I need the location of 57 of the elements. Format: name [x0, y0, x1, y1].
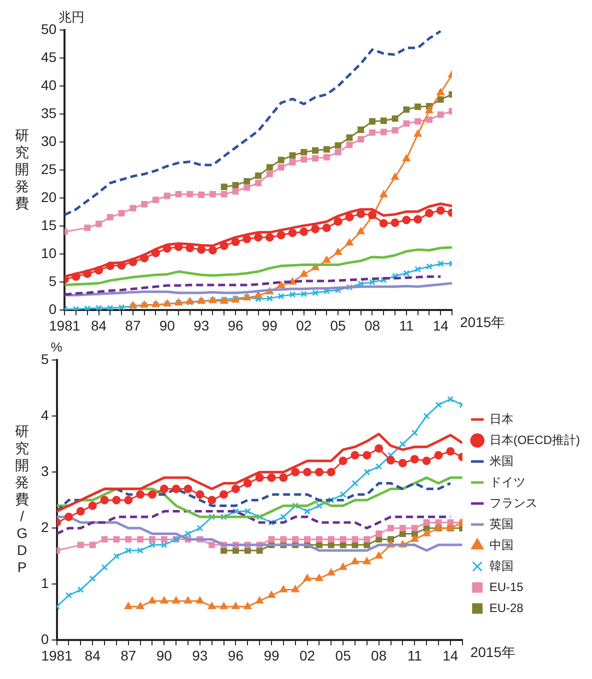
x-tick-label: 11: [407, 647, 422, 664]
x-tick-label: 99: [264, 647, 280, 664]
x-tick-label: 93: [194, 317, 210, 334]
y-tick-label: 20: [40, 188, 57, 205]
x-axis-title: 2015年: [470, 644, 516, 660]
y-tick-label: 2: [40, 518, 49, 535]
legend-label: フランス: [489, 496, 538, 510]
legend-label: EU-28: [489, 600, 524, 615]
y-tick-label: 1: [40, 575, 49, 592]
x-tick-label: 96: [228, 317, 244, 334]
y-tick-label: 45: [40, 48, 57, 65]
y-tick-label: 10: [40, 245, 57, 262]
x-tick-label: 1981: [41, 647, 73, 664]
x-axis-title: 2015年: [460, 314, 506, 330]
text: 研究開発費/GDP: [15, 422, 29, 575]
x-tick-label: 90: [159, 317, 176, 334]
y-tick-label: 40: [40, 76, 57, 93]
x-tick-label: 1981: [48, 317, 80, 334]
y-tick-label: 5: [40, 350, 49, 367]
x-tick-label: 05: [330, 317, 346, 334]
text: 兆円: [58, 10, 85, 25]
y-tick-label: 35: [40, 104, 57, 121]
x-tick-label: 93: [192, 647, 208, 664]
x-tick-label: 90: [156, 647, 172, 664]
x-tick-label: 05: [335, 647, 352, 664]
legend-label: 日本: [489, 412, 514, 426]
x-tick-label: 11: [399, 317, 414, 334]
x-tick-label: 08: [364, 317, 380, 334]
y-tick-label: 25: [40, 160, 57, 177]
legend-label: EU-15: [489, 580, 524, 594]
legend-label: 中国: [489, 538, 514, 552]
y-tick-label: 4: [40, 406, 49, 423]
y-tick-label: 15: [40, 217, 57, 233]
y-tick-label: 3: [40, 462, 49, 479]
x-tick-label: 87: [120, 647, 136, 664]
x-tick-label: 84: [84, 647, 101, 664]
legend-label: 米国: [489, 454, 514, 468]
x-tick-label: 02: [299, 647, 316, 664]
x-tick-label: 84: [90, 317, 107, 334]
x-tick-label: 14: [442, 647, 458, 664]
legend-label: 英国: [489, 516, 514, 531]
y-tick-label: 5: [48, 273, 57, 290]
y-axis-title: 研究開発費: [15, 126, 29, 211]
legend-label: ドイツ: [489, 474, 526, 489]
y-tick-label: 50: [40, 20, 57, 37]
y-tick-label: 30: [40, 132, 57, 149]
text: %: [50, 340, 63, 355]
x-tick-label: 02: [296, 317, 312, 334]
legend-label: 韓国: [489, 558, 514, 573]
y-tick-label: 0: [40, 631, 49, 648]
x-tick-label: 99: [262, 317, 278, 334]
x-tick-label: 08: [371, 647, 387, 664]
y-tick-label: 0: [48, 301, 57, 318]
legend-label: 日本(OECD推計): [489, 432, 580, 447]
x-tick-label: 87: [125, 317, 141, 334]
x-tick-label: 96: [228, 647, 244, 664]
x-tick-label: 14: [432, 317, 449, 334]
